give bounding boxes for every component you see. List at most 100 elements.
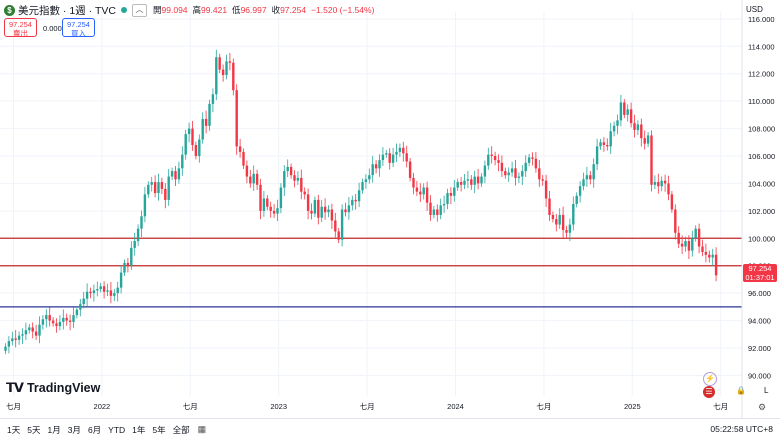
candle <box>221 64 225 82</box>
candle <box>45 309 48 328</box>
y-tick-label: 90.000 <box>748 371 771 380</box>
candle <box>262 190 266 217</box>
candle <box>272 204 276 218</box>
x-tick-label: 七月 <box>536 402 551 411</box>
candle <box>558 208 561 229</box>
candle <box>521 165 524 185</box>
candle <box>480 173 483 187</box>
candle <box>364 174 368 189</box>
candle <box>476 169 480 190</box>
candle <box>181 146 184 176</box>
candle <box>412 172 415 195</box>
range-5y[interactable]: 5年 <box>152 424 166 435</box>
range-1y[interactable]: 1年 <box>132 424 146 435</box>
buy-button[interactable]: 97.254 買入 <box>62 18 95 38</box>
spread-value: 0.000 <box>43 24 62 33</box>
candle <box>72 307 75 328</box>
candle <box>687 235 691 259</box>
candle <box>38 316 41 344</box>
bottom-toolbar: 1天 5天 1月 3月 6月 YTD 1年 5年 全部 ▦ 05:22:58 U… <box>0 418 780 440</box>
candle <box>310 203 313 220</box>
candle <box>616 114 619 135</box>
clock-display[interactable]: 05:22:58 UTC+8 <box>710 424 773 434</box>
candle <box>228 53 232 71</box>
candle <box>160 177 164 194</box>
range-6m[interactable]: 6月 <box>87 424 102 435</box>
candle <box>194 141 198 160</box>
candle <box>500 155 504 177</box>
range-ytd[interactable]: YTD <box>108 424 126 435</box>
candle <box>133 232 136 256</box>
candle <box>174 166 177 187</box>
range-3m[interactable]: 3月 <box>67 424 81 435</box>
candle <box>201 112 204 144</box>
candle <box>14 330 17 348</box>
candle <box>300 169 303 200</box>
x-tick-label: 七月 <box>713 402 728 411</box>
candle <box>75 306 79 319</box>
candle <box>490 146 493 164</box>
candle <box>4 343 7 355</box>
x-tick-label: 2025 <box>624 402 641 411</box>
y-tick-label: 106.000 <box>748 152 775 161</box>
candle <box>198 134 201 163</box>
candle <box>89 287 92 299</box>
candle <box>68 314 72 331</box>
candle <box>595 138 599 171</box>
candle <box>524 155 527 177</box>
candle <box>398 143 402 157</box>
candle <box>691 230 694 257</box>
candle <box>385 149 388 159</box>
y-tick-label: 102.000 <box>748 207 775 216</box>
candle <box>218 53 221 74</box>
x-tick-label: 七月 <box>360 402 375 411</box>
candle <box>249 169 252 188</box>
candle <box>85 283 89 307</box>
candle <box>636 120 640 136</box>
currency-label[interactable]: USD <box>746 5 763 14</box>
settings-gear-icon[interactable]: ⚙ <box>758 402 767 412</box>
range-1d[interactable]: 1天 <box>7 424 21 435</box>
candle <box>650 130 653 192</box>
candle <box>164 183 167 209</box>
candle <box>395 143 398 163</box>
candle <box>534 152 538 173</box>
flash-icon[interactable]: ⚡ <box>703 372 717 386</box>
range-5d[interactable]: 5天 <box>27 424 41 435</box>
log-scale-button[interactable]: L <box>764 386 769 395</box>
collapse-chevron-icon[interactable]: ︿ <box>132 3 148 17</box>
sell-button[interactable]: 97.254 賣出 <box>4 18 37 38</box>
candle <box>704 243 708 263</box>
candle <box>167 169 170 206</box>
us-flag-icon[interactable]: ☰ <box>703 386 715 398</box>
symbol-title[interactable]: 美元指數 · 1週 · TVC <box>18 4 117 17</box>
calendar-icon[interactable]: ▦ <box>197 424 207 434</box>
range-all[interactable]: 全部 <box>172 424 190 435</box>
tradingview-logo[interactable]: 𝗧𝗩 TradingView <box>6 380 101 395</box>
candle <box>235 84 238 155</box>
y-tick-label: 110.000 <box>748 97 775 106</box>
range-1m[interactable]: 1月 <box>47 424 61 435</box>
x-tick-label: 七月 <box>183 402 198 411</box>
candle <box>289 163 293 179</box>
y-tick-label: 116.000 <box>748 15 775 24</box>
candle <box>487 147 490 170</box>
candle <box>286 159 289 177</box>
candle <box>670 190 674 213</box>
candle <box>493 151 497 166</box>
candle <box>354 193 357 210</box>
candle <box>58 315 62 331</box>
candle <box>684 236 687 252</box>
candle <box>119 265 123 294</box>
x-tick-label: 2022 <box>94 402 111 411</box>
candle <box>425 181 429 211</box>
candle <box>130 241 133 270</box>
candle <box>34 324 38 340</box>
candle <box>708 250 711 263</box>
dollar-icon: $ <box>4 4 15 16</box>
y-tick-label: 94.000 <box>748 317 771 326</box>
candle <box>153 175 157 198</box>
candle <box>283 165 286 196</box>
lock-button[interactable]: 🔒 <box>736 386 746 395</box>
